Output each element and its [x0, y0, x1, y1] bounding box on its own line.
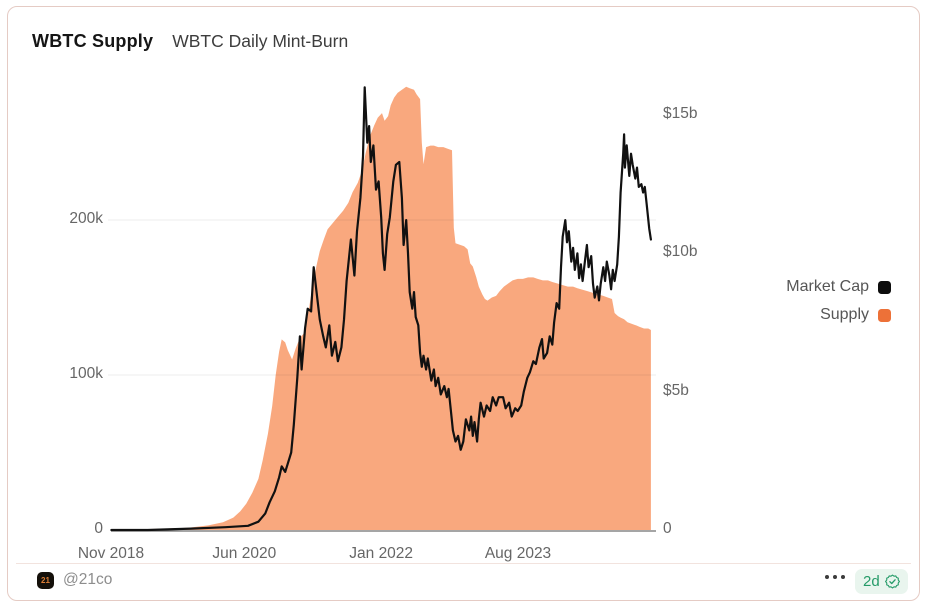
footer-divider — [16, 563, 911, 564]
chart-legend: Market Cap Supply — [786, 278, 891, 324]
y-right-tick-label: $10b — [663, 243, 698, 261]
page-title: WBTC Supply — [32, 31, 154, 51]
y-left-tick-label: 200k — [69, 210, 103, 227]
chart-card: WBTC Supply WBTC Daily Mint-Burn 0 100k 20… — [7, 6, 920, 601]
chart-subtitle: WBTC Daily Mint-Burn — [172, 31, 349, 51]
verified-seal-icon — [884, 574, 900, 589]
market-cap-swatch-icon — [878, 280, 891, 294]
y-right-tick-label: 0 — [663, 520, 672, 537]
y-left-tick-label: 100k — [69, 365, 103, 382]
y-left-tick-label: 0 — [94, 520, 103, 537]
legend-item-market-cap[interactable]: Market Cap — [786, 278, 891, 296]
dot-icon — [833, 575, 837, 579]
x-axis-tick-label: Jun 2020 — [212, 545, 277, 562]
chart-plot-area — [108, 86, 656, 532]
legend-label: Supply — [820, 306, 869, 323]
more-menu-button[interactable] — [825, 575, 845, 579]
x-axis-tick-label: Jan 2022 — [349, 545, 414, 562]
dot-icon — [841, 575, 845, 579]
timestamp-label: 2d — [863, 573, 880, 590]
timestamp-badge[interactable]: 2d — [855, 569, 908, 594]
author-avatar[interactable]: 21 — [37, 571, 54, 589]
x-axis-tick-label: Aug 2023 — [484, 545, 552, 562]
author-handle[interactable]: @21co — [63, 571, 113, 588]
y-right-tick-label: $5b — [663, 381, 689, 399]
author-attribution[interactable]: 21 @21co — [37, 571, 112, 589]
footer: 21 @21co 2d — [8, 564, 919, 608]
legend-label: Market Cap — [786, 278, 869, 295]
chart-header: WBTC Supply WBTC Daily Mint-Burn — [32, 31, 348, 52]
legend-item-supply[interactable]: Supply — [820, 306, 891, 324]
dot-icon — [825, 575, 829, 579]
y-right-tick-label: $15b — [663, 104, 698, 122]
supply-swatch-icon — [878, 308, 891, 322]
x-axis-tick-label: Nov 2018 — [77, 545, 145, 562]
